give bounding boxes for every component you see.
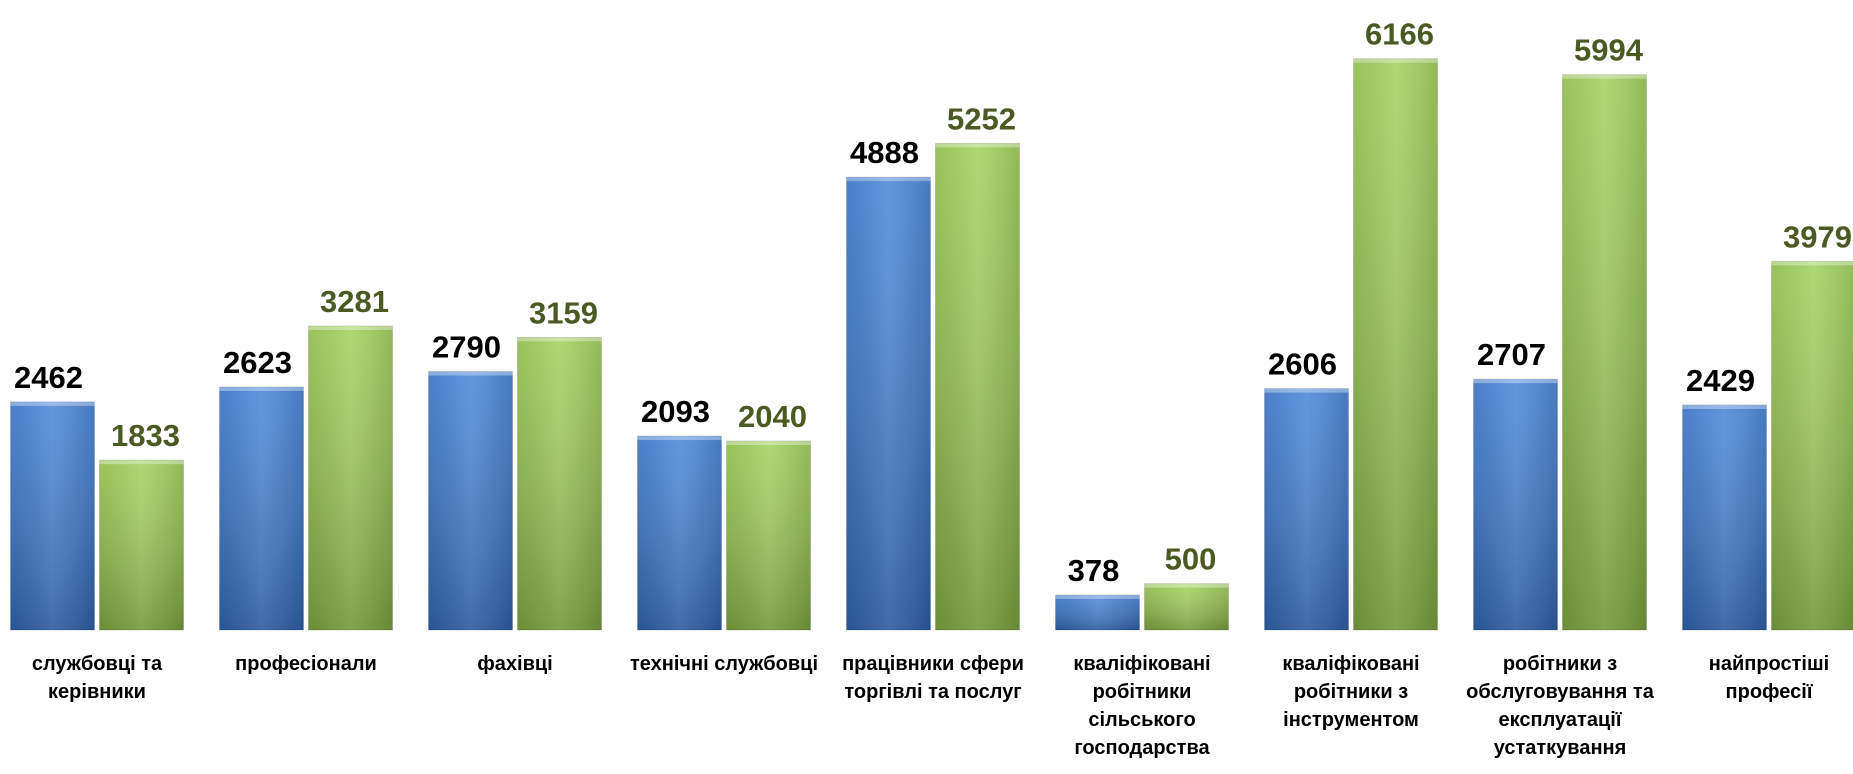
value-label: 2707 xyxy=(1477,337,1546,372)
bar xyxy=(726,440,811,631)
x-tick-label: працівники сфери торгівлі та послуг xyxy=(842,653,1024,703)
value-label: 3979 xyxy=(1783,219,1852,254)
bar-cap xyxy=(517,337,602,342)
bar-cap xyxy=(219,386,304,391)
value-label: 2606 xyxy=(1268,347,1337,382)
bar xyxy=(219,386,304,631)
x-tick-label: професіонали xyxy=(235,653,377,675)
bar xyxy=(1771,260,1853,631)
bar xyxy=(1055,594,1140,631)
bar-cap xyxy=(1562,74,1647,79)
bar xyxy=(846,176,931,631)
value-label: 6166 xyxy=(1365,17,1434,52)
value-label: 2429 xyxy=(1686,363,1755,398)
value-label: 4888 xyxy=(850,135,919,170)
x-tick-label: кваліфіковані робітники з інструментом xyxy=(1282,653,1420,731)
bar-cap xyxy=(1473,379,1558,384)
value-label: 3159 xyxy=(529,295,598,330)
bar xyxy=(1144,583,1229,631)
bar xyxy=(1682,404,1767,631)
bar-cap xyxy=(1144,583,1229,588)
bar xyxy=(1473,378,1558,631)
bar-cap xyxy=(846,177,931,182)
bar-cap xyxy=(935,143,1020,148)
value-label: 1833 xyxy=(111,418,180,453)
value-label: 5994 xyxy=(1574,33,1644,68)
value-label: 2093 xyxy=(641,394,710,429)
x-tick-label: службовці та керівники xyxy=(31,653,163,703)
value-label: 5252 xyxy=(947,101,1016,136)
x-tick-label: робітники з обслуговування та експлуатац… xyxy=(1466,653,1654,759)
value-label: 2040 xyxy=(738,399,807,434)
value-label: 2790 xyxy=(432,329,501,364)
value-label: 2462 xyxy=(14,360,83,395)
x-tick-label: технічні службовці xyxy=(629,653,819,675)
bar xyxy=(308,325,393,631)
bar xyxy=(517,336,602,631)
value-label: 500 xyxy=(1165,542,1217,577)
bar xyxy=(10,401,95,631)
bar xyxy=(1353,58,1438,631)
bar-cap xyxy=(637,436,722,441)
bar-cap xyxy=(726,440,811,445)
bar-cap xyxy=(428,371,513,376)
bar xyxy=(1562,74,1647,631)
bar-cap xyxy=(1055,594,1140,599)
value-label: 2623 xyxy=(223,345,292,380)
value-label: 378 xyxy=(1068,553,1120,588)
x-tick-label: кваліфіковані робітники сільського госпо… xyxy=(1073,653,1211,759)
bar xyxy=(1264,388,1349,631)
bar-cap xyxy=(1353,58,1438,63)
x-tick-label: найпростіші професії xyxy=(1708,653,1830,703)
bar-cap xyxy=(1264,388,1349,393)
bar-cap xyxy=(99,460,184,465)
x-tick-label: фахівці xyxy=(477,653,553,675)
bar xyxy=(637,435,722,631)
bar-cap xyxy=(1682,404,1767,409)
bar-cap xyxy=(1771,261,1853,266)
bar xyxy=(428,370,513,631)
bar-cap xyxy=(10,401,95,406)
bar xyxy=(935,142,1020,631)
bar xyxy=(99,459,184,631)
bar-cap xyxy=(308,325,393,330)
value-label: 3281 xyxy=(320,284,389,319)
